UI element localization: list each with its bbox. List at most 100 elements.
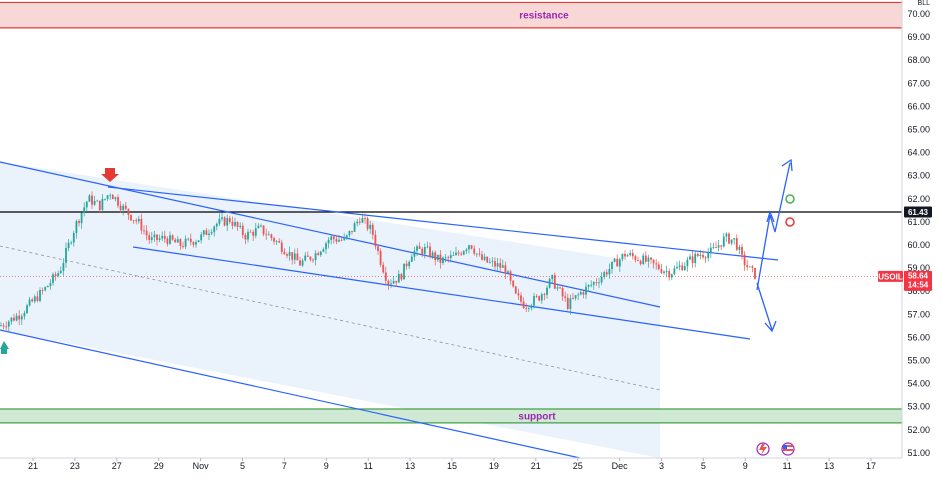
x-tick-label: 29 xyxy=(154,461,164,471)
y-tick-label: 70.00 xyxy=(907,9,930,19)
candle xyxy=(130,214,132,222)
trendlines[interactable] xyxy=(0,161,779,458)
candle xyxy=(598,277,600,289)
us-flag-icon[interactable] xyxy=(781,442,795,456)
candle xyxy=(7,320,10,332)
candle xyxy=(743,251,746,271)
candle xyxy=(210,229,213,236)
candle xyxy=(741,243,743,260)
candle xyxy=(735,234,738,252)
lightning-flag-icon[interactable] xyxy=(756,442,770,456)
last-price-value: 58.64 xyxy=(908,271,929,280)
candle xyxy=(62,258,65,276)
candle xyxy=(205,228,208,236)
candle xyxy=(361,213,364,224)
candle xyxy=(117,194,119,209)
y-axis[interactable]: 70.00 69.00 68.00 67.00 66.00 65.00 64.00 63.00… xyxy=(907,9,930,458)
y-tick-label: 66.00 xyxy=(907,101,930,111)
candle xyxy=(644,251,647,264)
candle xyxy=(413,246,416,261)
candle xyxy=(5,321,8,331)
candle xyxy=(751,265,754,273)
x-tick-label: 23 xyxy=(70,461,80,471)
candle xyxy=(254,222,257,239)
x-tick-label: 17 xyxy=(866,461,876,471)
candle xyxy=(78,218,80,227)
candle xyxy=(663,270,665,275)
candle xyxy=(257,223,260,229)
candle xyxy=(171,234,174,241)
candle xyxy=(421,246,424,257)
candle xyxy=(41,287,44,295)
candle xyxy=(52,272,54,286)
candle xyxy=(416,244,418,256)
candle xyxy=(631,249,634,260)
y-tick-label: 64.00 xyxy=(907,148,930,158)
candle xyxy=(683,262,686,271)
last-price-tag: USOIL 58.64 14:54 xyxy=(878,270,932,291)
candle xyxy=(106,194,109,201)
x-axis[interactable]: 21 23 27 29 Nov 5 7 9 11 13 15 19 21 25 Dec 3 5 9 11 13 17 xyxy=(28,458,876,471)
candle xyxy=(262,225,265,237)
candle xyxy=(538,295,541,302)
candle xyxy=(96,199,99,202)
channel-lower-line[interactable] xyxy=(0,329,581,458)
candle xyxy=(49,279,52,290)
candle xyxy=(702,250,704,260)
candle xyxy=(93,195,96,207)
up-arrow-icon xyxy=(0,341,9,354)
candle xyxy=(717,239,720,252)
candle xyxy=(309,256,312,262)
candle xyxy=(405,260,408,270)
candle xyxy=(418,242,421,249)
candle xyxy=(452,251,455,256)
symbol-label: USOIL xyxy=(878,272,903,281)
candle xyxy=(88,193,91,202)
candle xyxy=(119,201,122,213)
candle xyxy=(564,291,567,302)
x-tick-label: 7 xyxy=(282,461,287,471)
candle xyxy=(395,280,398,287)
candle xyxy=(728,232,730,245)
candle xyxy=(691,251,694,268)
arrow-head-down xyxy=(764,320,777,333)
candle xyxy=(348,230,351,238)
arrow-head-up xyxy=(781,158,793,172)
candle xyxy=(624,250,626,260)
support-zone[interactable]: support xyxy=(0,408,902,424)
resistance-zone[interactable]: resistance xyxy=(0,1,902,29)
candle xyxy=(127,208,130,221)
y-tick-label: 53.00 xyxy=(907,402,930,412)
wedge-lower-line[interactable] xyxy=(132,246,751,340)
candle xyxy=(509,269,512,285)
candle xyxy=(725,232,728,242)
candle xyxy=(153,230,156,242)
candle xyxy=(650,256,652,264)
candle xyxy=(174,237,177,243)
candle xyxy=(299,256,301,266)
candle xyxy=(143,225,145,235)
y-tick-label: 57.00 xyxy=(907,309,930,319)
x-tick-label: 13 xyxy=(824,461,834,471)
y-tick-label: 68.00 xyxy=(907,55,930,65)
wedge-upper-line[interactable] xyxy=(107,186,779,261)
candle xyxy=(132,220,135,224)
candle xyxy=(369,220,372,234)
candle xyxy=(455,246,457,256)
candle xyxy=(278,238,281,244)
y-tick-label: 55.00 xyxy=(907,356,930,366)
candle xyxy=(390,279,392,289)
x-tick-label: 3 xyxy=(659,461,664,471)
candle xyxy=(501,259,504,268)
candle xyxy=(600,272,603,285)
candle xyxy=(137,215,140,224)
candle xyxy=(733,238,736,245)
candle xyxy=(668,268,671,281)
candle xyxy=(754,267,756,280)
candle xyxy=(465,247,468,254)
candle xyxy=(611,261,613,274)
candle xyxy=(202,229,205,237)
candle xyxy=(260,223,262,228)
candle xyxy=(507,269,509,274)
